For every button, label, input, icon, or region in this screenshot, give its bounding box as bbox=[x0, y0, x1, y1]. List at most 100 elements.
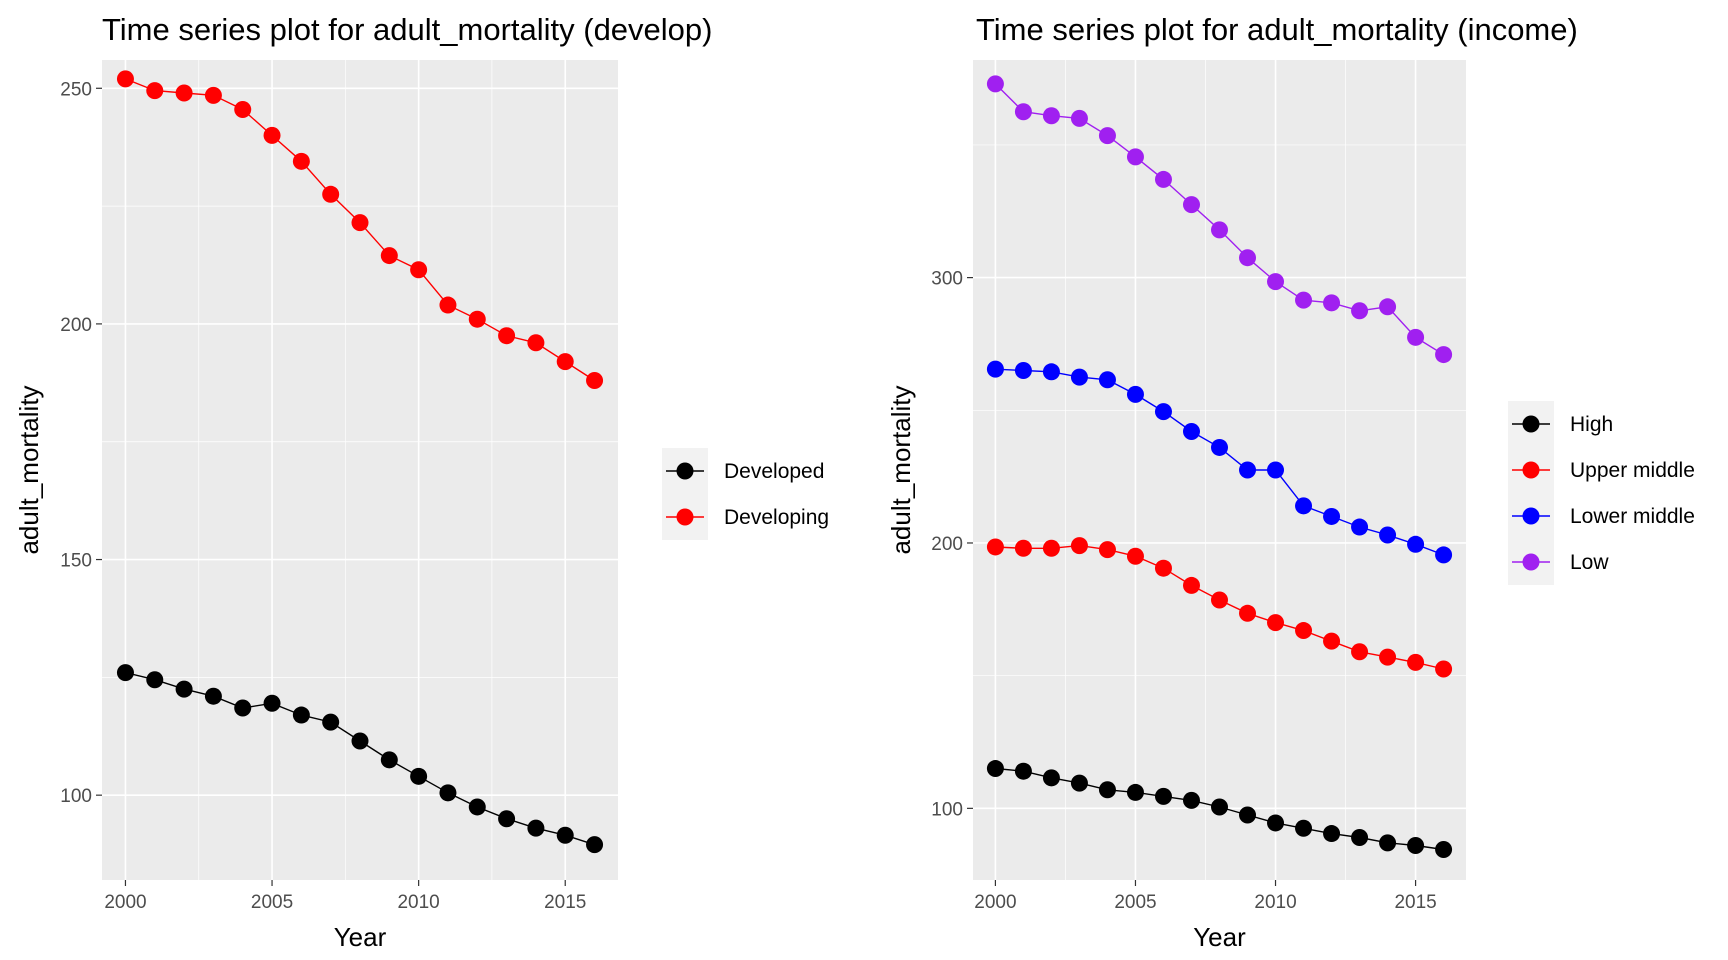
data-point-developing bbox=[175, 84, 193, 102]
data-point-upper-middle bbox=[986, 538, 1004, 556]
data-point-lower-middle bbox=[1098, 371, 1116, 389]
y-tick-label: 150 bbox=[60, 551, 92, 572]
data-point-lower-middle bbox=[986, 360, 1004, 378]
legend-label-high: High bbox=[1570, 413, 1613, 436]
data-point-upper-middle bbox=[1435, 660, 1453, 678]
y-tick-label: 200 bbox=[60, 315, 92, 336]
data-point-upper-middle bbox=[1239, 604, 1257, 622]
chart-panel-1: 2000 2005 2010 2015 100 150 200 250 Time series … bbox=[14, 12, 829, 952]
data-point-developed bbox=[204, 687, 222, 705]
legend-key-point-developed bbox=[676, 462, 694, 480]
legend-key-point-lower-middle bbox=[1522, 507, 1540, 525]
legend-label-low: Low bbox=[1570, 551, 1609, 574]
data-point-low bbox=[1239, 249, 1257, 267]
y-axis-title: adult_mortality bbox=[886, 385, 916, 554]
plot-background bbox=[102, 60, 618, 880]
data-point-low bbox=[1042, 107, 1060, 125]
x-tick-label: 2015 bbox=[544, 892, 586, 913]
data-point-developing bbox=[410, 261, 428, 279]
y-tick-label: 300 bbox=[931, 269, 963, 290]
data-point-lower-middle bbox=[1182, 423, 1200, 441]
data-point-high bbox=[986, 760, 1004, 778]
y-tick-label: 250 bbox=[60, 79, 92, 100]
data-point-high bbox=[1351, 829, 1369, 847]
data-point-developed bbox=[498, 810, 516, 828]
legend-key-background bbox=[662, 448, 708, 540]
data-point-developed bbox=[410, 767, 428, 785]
data-point-high bbox=[1407, 837, 1425, 855]
data-point-high bbox=[1154, 787, 1172, 805]
data-point-developing bbox=[234, 100, 252, 118]
data-point-developing bbox=[116, 70, 134, 88]
data-point-upper-middle bbox=[1351, 643, 1369, 661]
data-point-developed bbox=[380, 751, 398, 769]
data-point-lower-middle bbox=[1126, 385, 1144, 403]
legend-key-point-low bbox=[1522, 553, 1540, 571]
legend: High Upper middle Lower middle Low bbox=[1508, 401, 1695, 585]
chart-title: Time series plot for adult_mortality (de… bbox=[102, 12, 712, 47]
x-tick-label: 2005 bbox=[1114, 892, 1156, 913]
data-point-lower-middle bbox=[1351, 518, 1369, 536]
data-point-low bbox=[1407, 328, 1425, 346]
data-point-upper-middle bbox=[1154, 559, 1172, 577]
data-point-high bbox=[1182, 791, 1200, 809]
plot-background bbox=[973, 60, 1466, 880]
data-point-upper-middle bbox=[1126, 547, 1144, 565]
legend-label-lower-middle: Lower middle bbox=[1570, 505, 1695, 528]
data-point-developing bbox=[527, 334, 545, 352]
data-point-high bbox=[1239, 806, 1257, 824]
data-point-developing bbox=[263, 126, 281, 144]
data-point-lower-middle bbox=[1323, 507, 1341, 525]
legend-key-point-upper-middle bbox=[1522, 461, 1540, 479]
data-point-high bbox=[1070, 774, 1088, 792]
data-point-developing bbox=[556, 353, 574, 371]
legend-label-upper-middle: Upper middle bbox=[1570, 459, 1695, 482]
data-point-high bbox=[1267, 814, 1285, 832]
data-point-lower-middle bbox=[1154, 403, 1172, 421]
data-point-developing bbox=[380, 247, 398, 265]
data-point-high bbox=[1211, 798, 1228, 816]
x-axis-title: Year bbox=[334, 922, 387, 952]
data-point-lower-middle bbox=[1014, 361, 1032, 379]
data-point-developed bbox=[116, 664, 134, 682]
data-point-high bbox=[1379, 834, 1397, 852]
data-point-lower-middle bbox=[1407, 535, 1425, 553]
data-point-low bbox=[1211, 221, 1228, 239]
legend-key-point-developing bbox=[676, 508, 694, 526]
data-point-low bbox=[1014, 103, 1032, 121]
x-tick-label: 2010 bbox=[1254, 892, 1296, 913]
data-point-upper-middle bbox=[1070, 537, 1088, 555]
data-point-upper-middle bbox=[1014, 539, 1032, 557]
data-point-developed bbox=[556, 826, 574, 844]
data-point-lower-middle bbox=[1239, 461, 1257, 479]
data-point-upper-middle bbox=[1042, 539, 1060, 557]
chart-panel-2: 2000 2005 2010 2015 100 200 300 Time series plo… bbox=[886, 12, 1695, 952]
legend-label-developing: Developing bbox=[724, 506, 829, 529]
data-point-high bbox=[1323, 825, 1341, 843]
data-point-lower-middle bbox=[1379, 526, 1397, 544]
data-point-high bbox=[1098, 781, 1116, 799]
data-point-low bbox=[1435, 346, 1453, 364]
data-point-low bbox=[1098, 127, 1116, 145]
data-point-developed bbox=[146, 671, 164, 689]
data-point-developed bbox=[234, 699, 252, 717]
data-point-developed bbox=[527, 819, 545, 837]
data-point-developed bbox=[439, 784, 457, 802]
data-point-high bbox=[1042, 769, 1060, 787]
data-point-developed bbox=[263, 694, 281, 712]
data-point-upper-middle bbox=[1211, 591, 1228, 609]
data-point-low bbox=[1070, 109, 1088, 127]
data-point-lower-middle bbox=[1267, 461, 1285, 479]
data-point-low bbox=[986, 75, 1004, 93]
x-tick-label: 2000 bbox=[104, 892, 146, 913]
data-point-lower-middle bbox=[1211, 438, 1228, 456]
data-point-developed bbox=[468, 798, 486, 816]
data-point-upper-middle bbox=[1323, 632, 1341, 650]
data-point-developing bbox=[146, 82, 164, 100]
data-point-low bbox=[1267, 273, 1285, 291]
data-point-low bbox=[1126, 148, 1144, 166]
data-point-high bbox=[1014, 762, 1032, 780]
data-point-developing bbox=[586, 371, 604, 389]
data-point-lower-middle bbox=[1295, 497, 1313, 515]
legend-label-developed: Developed bbox=[724, 460, 824, 483]
